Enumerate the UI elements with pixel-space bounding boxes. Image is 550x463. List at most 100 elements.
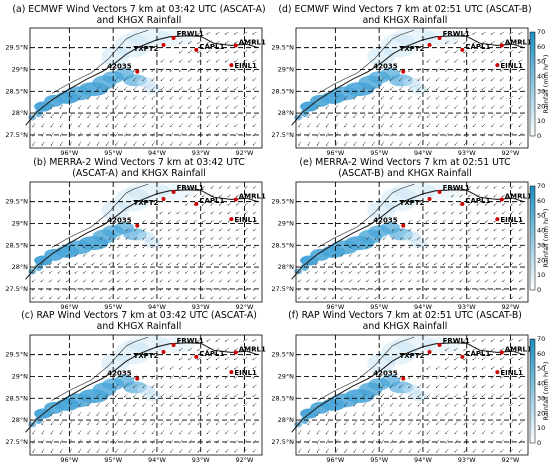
wind-vector: [335, 132, 339, 137]
wind-vector-head: [142, 116, 144, 118]
wind-vector: [234, 40, 239, 44]
station-marker: [437, 343, 442, 348]
wind-vector: [216, 412, 220, 416]
wind-vector-head: [426, 125, 429, 128]
wind-vector-head: [87, 135, 89, 137]
wind-vector-head: [390, 396, 392, 398]
wind-vector-head: [253, 297, 255, 300]
wind-vector-head: [176, 238, 178, 240]
wind-vector: [399, 448, 403, 453]
wind-vector-head: [225, 451, 227, 453]
wind-vector: [500, 105, 505, 109]
wind-vector-head: [134, 280, 136, 283]
wind-vector-head: [325, 423, 328, 426]
wind-vector-head: [399, 144, 401, 146]
wind-vector-head: [105, 414, 107, 416]
wind-vector: [381, 430, 385, 434]
wind-vector: [482, 430, 486, 434]
wind-vector: [427, 68, 431, 72]
wind-vector-head: [408, 107, 410, 109]
wind-vector-head: [454, 61, 456, 63]
wind-vector-head: [454, 405, 456, 407]
wind-vector: [179, 356, 183, 360]
wind-vector-head: [215, 423, 218, 425]
wind-vector: [41, 439, 45, 444]
wind-vector-head: [125, 246, 127, 249]
wind-vector-head: [509, 405, 511, 407]
wind-vector: [519, 402, 523, 406]
wind-vector-head: [476, 212, 478, 215]
wind-vector: [179, 347, 183, 351]
wind-vector-head: [117, 280, 119, 283]
colorbar-tick-label: 10: [537, 117, 545, 125]
wind-vector-head: [454, 125, 456, 128]
wind-vector: [179, 49, 183, 53]
wind-vector-head: [362, 144, 364, 146]
wind-vector: [390, 402, 394, 407]
wind-vector-head: [502, 195, 504, 198]
rainfall-layer: [28, 27, 195, 121]
wind-vector-head: [124, 135, 126, 137]
wind-vector: [225, 77, 229, 81]
wind-vector-head: [215, 395, 218, 398]
wind-vector: [96, 411, 100, 416]
wind-vector-head: [349, 280, 351, 283]
wind-vector-head: [124, 125, 126, 128]
wind-vector: [170, 439, 174, 443]
wind-vector-head: [134, 229, 136, 232]
wind-vector-head: [325, 144, 328, 146]
wind-vector: [60, 132, 63, 137]
lon-tick-label: 96°W: [60, 456, 79, 463]
wind-vector: [216, 375, 220, 379]
wind-vector: [225, 430, 229, 434]
wind-vector-head: [41, 116, 43, 119]
wind-vector-head: [49, 280, 51, 283]
wind-vector: [307, 132, 311, 137]
wind-vector-head: [210, 187, 212, 189]
wind-vector-head: [325, 126, 328, 128]
wind-vector-head: [236, 238, 238, 240]
wind-vector-head: [472, 70, 474, 72]
wind-vector: [188, 132, 192, 136]
wind-vector-head: [340, 297, 342, 300]
wind-vector-head: [391, 272, 393, 274]
wind-vector: [464, 114, 468, 118]
wind-vector: [464, 421, 468, 425]
wind-vector-head: [117, 238, 119, 240]
wind-vector-head: [219, 195, 221, 198]
wind-vector: [500, 412, 505, 416]
wind-vector-head: [417, 386, 419, 388]
wind-vector-head: [408, 386, 410, 388]
wind-vector: [197, 366, 202, 370]
wind-vector: [170, 393, 174, 397]
wind-vector: [500, 347, 505, 351]
wind-vector-head: [124, 414, 126, 416]
wind-vector: [207, 132, 211, 136]
wind-vector-head: [32, 272, 34, 274]
wind-vector-head: [442, 280, 444, 283]
wind-vector: [454, 402, 459, 406]
wind-vector-head: [383, 246, 385, 249]
wind-vector-head: [468, 246, 470, 249]
wind-vector-head: [142, 221, 144, 223]
wind-vector-head: [390, 107, 392, 109]
wind-vector-head: [252, 144, 254, 146]
wind-vector-head: [169, 395, 172, 398]
wind-vector-head: [124, 405, 126, 407]
wind-vector-head: [315, 297, 317, 300]
wind-vector-head: [253, 280, 255, 283]
station-marker: [233, 197, 238, 202]
wind-vector: [225, 357, 229, 360]
wind-vector: [161, 123, 165, 127]
wind-vector-head: [491, 395, 493, 398]
wind-vector-head: [332, 263, 334, 266]
wind-vector-head: [216, 144, 218, 146]
colorbar-tick-label: 30: [537, 241, 545, 249]
wind-vector-head: [91, 263, 93, 266]
rain-cell: [101, 353, 130, 374]
wind-vector: [234, 430, 239, 434]
wind-vector-head: [463, 423, 465, 425]
wind-vector-head: [142, 246, 144, 249]
wind-vector-head: [518, 405, 520, 407]
wind-vector-head: [252, 358, 254, 361]
